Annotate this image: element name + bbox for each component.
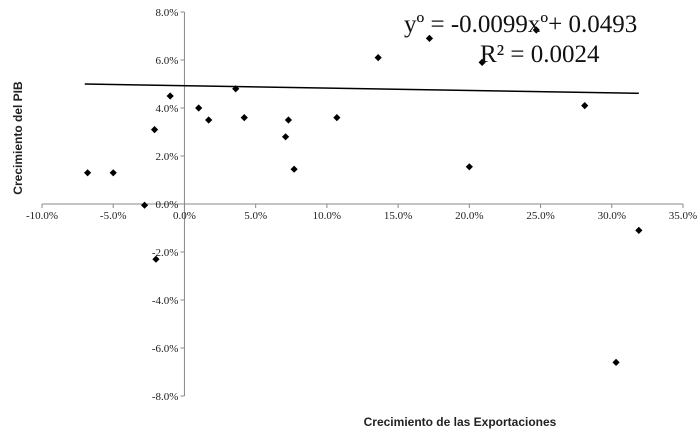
y-tick-label: 4.0% — [156, 103, 179, 115]
data-point — [290, 165, 298, 173]
x-tick-label: 5.0% — [244, 210, 267, 222]
x-tick-label: 0.0% — [173, 210, 196, 222]
data-point — [152, 255, 160, 263]
x-tick-label: -10.0% — [26, 210, 58, 222]
y-tick-label: -8.0% — [152, 391, 179, 403]
data-point — [425, 34, 434, 42]
data-point — [284, 116, 293, 124]
data-points — [83, 26, 643, 366]
x-axis-ticks: -10.0% -5.0% 0.0% 5.0% 10.0% 15.0% 20.0% 25.0% 3… — [26, 204, 697, 222]
data-point — [109, 169, 117, 177]
data-point — [374, 54, 382, 62]
data-point — [581, 102, 589, 110]
r-squared-label: R² = 0.0024 — [480, 41, 600, 68]
data-point — [140, 201, 149, 209]
y-tick-label: 2.0% — [156, 151, 179, 163]
y-axis-title: Crecimiento del PIB — [11, 81, 25, 195]
y-tick-label: -2.0% — [152, 247, 179, 259]
data-point — [240, 114, 248, 122]
x-tick-label: 35.0% — [669, 210, 697, 222]
data-point — [195, 104, 203, 112]
y-tick-label: 0.0% — [156, 199, 179, 211]
x-tick-label: 10.0% — [313, 210, 341, 222]
x-tick-label: 25.0% — [526, 210, 554, 222]
data-point — [465, 163, 473, 171]
axes — [42, 12, 683, 396]
y-tick-label: 6.0% — [156, 55, 179, 67]
x-tick-label: 30.0% — [598, 210, 626, 222]
data-point — [612, 358, 620, 366]
y-tick-label: -4.0% — [152, 295, 179, 307]
y-tick-label: -6.0% — [152, 343, 179, 355]
x-tick-label: 15.0% — [384, 210, 412, 222]
trendline-equation: yº = -0.0099xº+ 0.0493 — [404, 11, 637, 38]
x-tick-label: 20.0% — [455, 210, 483, 222]
data-point — [232, 85, 240, 93]
y-tick-label: 8.0% — [156, 7, 179, 19]
data-point — [478, 58, 486, 66]
data-point — [150, 126, 159, 134]
trendline — [84, 83, 639, 95]
data-point — [166, 92, 174, 100]
data-point — [333, 114, 341, 122]
x-tick-label: -5.0% — [100, 210, 127, 222]
data-point — [205, 116, 213, 124]
trendline-group — [84, 83, 639, 95]
data-point — [532, 26, 540, 34]
y-axis-ticks: 8.0% 6.0% 4.0% 2.0% 0.0% -2.0% -4.0% -6.0% -8.0% — [152, 7, 185, 403]
data-point — [83, 169, 92, 177]
data-point — [281, 133, 290, 141]
x-axis-title: Crecimiento de las Exportaciones — [364, 415, 557, 429]
data-point — [635, 226, 643, 234]
